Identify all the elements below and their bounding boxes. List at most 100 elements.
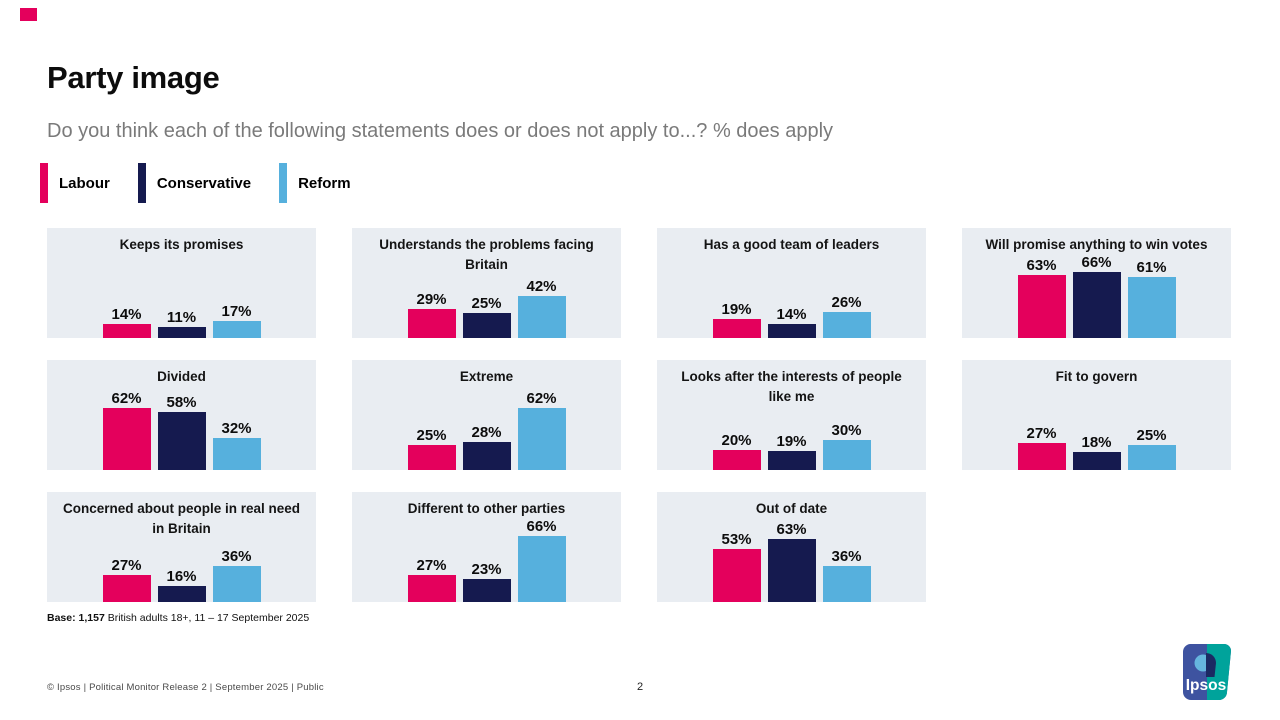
- bar-reform: [517, 408, 566, 470]
- bar-group-labour: 53%: [712, 531, 761, 602]
- bar-value-label: 63%: [1026, 257, 1057, 274]
- logo-face-dark: [1206, 653, 1216, 677]
- bar-labour: [712, 450, 761, 470]
- bar-conservative: [462, 313, 511, 338]
- bar-chart: 27% 18% 25%: [962, 425, 1231, 470]
- base-note-label: Base: 1,157: [47, 612, 105, 624]
- bar-labour: [712, 319, 761, 338]
- bar-value-label: 23%: [471, 561, 502, 578]
- bar-group-reform: 26%: [822, 294, 871, 338]
- bar-reform: [822, 566, 871, 602]
- bar-value-label: 66%: [1081, 254, 1112, 271]
- brand-accent-square: [20, 8, 37, 21]
- chart-panel-title: Keeps its promises: [119, 237, 244, 252]
- bar-value-label: 58%: [166, 394, 197, 411]
- legend-item: Conservative: [137, 163, 252, 203]
- bar-group-labour: 29%: [407, 291, 456, 338]
- chart-panel-title: Out of date: [755, 501, 828, 516]
- ipsos-logo: Ipsos: [1182, 644, 1231, 700]
- legend-color-swatch: [279, 163, 288, 203]
- bar-conservative: [767, 539, 816, 602]
- bar-reform: [822, 312, 871, 338]
- page-number: 2: [636, 681, 644, 693]
- bar-value-label: 30%: [831, 422, 862, 439]
- bar-value-label: 32%: [221, 420, 252, 437]
- bar-group-reform: 66%: [517, 518, 566, 602]
- bar-group-labour: 14%: [102, 306, 151, 338]
- bar-labour: [1017, 443, 1066, 470]
- bar-group-reform: 36%: [822, 548, 871, 602]
- bar-group-conservative: 66%: [1072, 254, 1121, 338]
- bar-value-label: 53%: [721, 531, 752, 548]
- bar-group-labour: 27%: [102, 557, 151, 602]
- bar-group-conservative: 16%: [157, 568, 206, 602]
- bar-group-labour: 62%: [102, 390, 151, 470]
- bar-value-label: 25%: [471, 295, 502, 312]
- bar-reform: [212, 321, 261, 338]
- bar-conservative: [157, 586, 206, 602]
- bar-group-conservative: 58%: [157, 394, 206, 470]
- chart-panel: Out of date 53% 63% 36%: [657, 492, 926, 602]
- panel-grid: Keeps its promises 14% 11% 17% Understands…: [47, 228, 1231, 602]
- bar-labour: [407, 309, 456, 338]
- bar-group-conservative: 19%: [767, 433, 816, 470]
- bar-group-reform: 36%: [212, 548, 261, 602]
- bar-chart: 27% 16% 36%: [47, 548, 316, 602]
- bar-chart: 29% 25% 42%: [352, 278, 621, 338]
- bar-labour: [102, 575, 151, 602]
- bar-group-conservative: 18%: [1072, 434, 1121, 470]
- bar-chart: 27% 23% 66%: [352, 518, 621, 602]
- bar-labour: [1017, 275, 1066, 338]
- bar-conservative: [1072, 272, 1121, 338]
- bar-labour: [102, 408, 151, 470]
- chart-panel: Extreme 25% 28% 62%: [352, 360, 621, 470]
- bar-group-conservative: 11%: [157, 309, 206, 338]
- bar-value-label: 62%: [111, 390, 142, 407]
- chart-panel-title: Different to other parties: [407, 501, 566, 516]
- legend-item: Labour: [40, 163, 110, 203]
- bar-value-label: 27%: [416, 557, 447, 574]
- bar-group-reform: 61%: [1127, 259, 1176, 338]
- bar-group-reform: 32%: [212, 420, 261, 470]
- chart-panel-title: Concerned about people in real need in B…: [62, 501, 301, 536]
- logo-wordmark: Ipsos: [1186, 677, 1226, 694]
- bar-chart: 14% 11% 17%: [47, 303, 316, 338]
- bar-conservative: [1072, 452, 1121, 470]
- bar-chart: 53% 63% 36%: [657, 521, 926, 602]
- bar-group-conservative: 63%: [767, 521, 816, 602]
- bar-value-label: 63%: [776, 521, 807, 538]
- bar-group-reform: 30%: [822, 422, 871, 470]
- bar-conservative: [462, 579, 511, 602]
- bar-group-labour: 63%: [1017, 257, 1066, 338]
- bar-chart: 63% 66% 61%: [962, 254, 1231, 338]
- bar-labour: [407, 445, 456, 470]
- bar-value-label: 61%: [1136, 259, 1167, 276]
- chart-panel-title: Fit to govern: [1055, 369, 1138, 384]
- bar-group-conservative: 23%: [462, 561, 511, 602]
- survey-question-subtitle: Do you think each of the following state…: [47, 120, 834, 142]
- chart-panel-title: Looks after the interests of people like…: [681, 369, 902, 404]
- bar-group-reform: 62%: [517, 390, 566, 470]
- bar-value-label: 62%: [526, 390, 557, 407]
- bar-chart: 19% 14% 26%: [657, 294, 926, 338]
- chart-panel: Has a good team of leaders 19% 14% 26%: [657, 228, 926, 338]
- bar-value-label: 27%: [1026, 425, 1057, 442]
- chart-panel-title: Will promise anything to win votes: [985, 237, 1208, 252]
- bar-chart: 20% 19% 30%: [657, 422, 926, 470]
- bar-value-label: 25%: [416, 427, 447, 444]
- bar-group-reform: 25%: [1127, 427, 1176, 470]
- bar-value-label: 20%: [721, 432, 752, 449]
- chart-panel-title: Divided: [157, 369, 206, 384]
- bar-group-conservative: 25%: [462, 295, 511, 338]
- chart-panel: Different to other parties 27% 23% 66%: [352, 492, 621, 602]
- legend-label: Conservative: [156, 174, 252, 192]
- bar-value-label: 17%: [221, 303, 252, 320]
- bar-labour: [407, 575, 456, 602]
- bar-reform: [517, 296, 566, 338]
- legend-item: Reform: [279, 163, 351, 203]
- bar-conservative: [767, 324, 816, 338]
- bar-value-label: 42%: [526, 278, 557, 295]
- legend-color-swatch: [137, 163, 146, 203]
- chart-panel: Will promise anything to win votes 63% 66…: [962, 228, 1231, 338]
- bar-labour: [712, 549, 761, 602]
